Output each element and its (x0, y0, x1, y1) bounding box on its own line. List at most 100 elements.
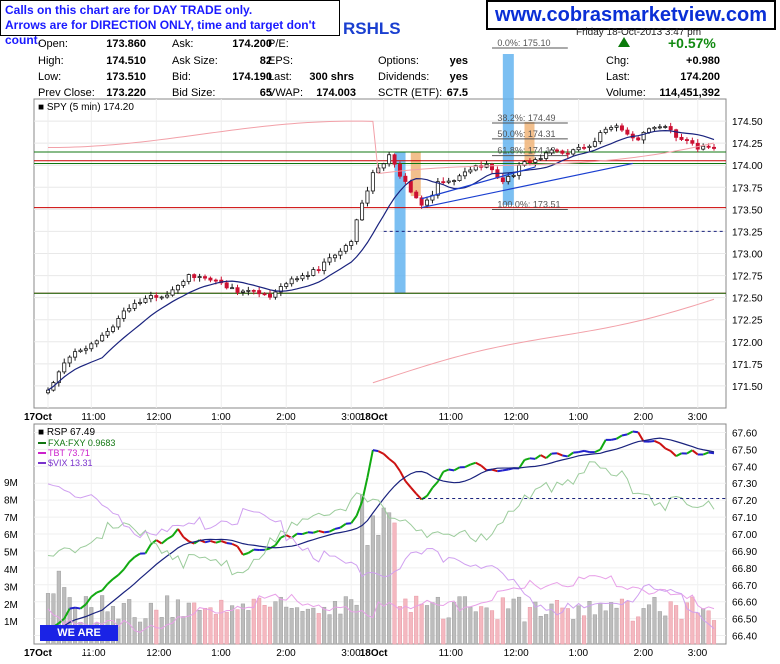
volume-bar (182, 616, 186, 644)
candle-body (501, 178, 504, 182)
volume-bar (620, 599, 624, 644)
candle-body (388, 155, 391, 164)
site-banner[interactable]: www.cobrasmarketview.com (486, 0, 776, 30)
candle-body (458, 176, 461, 181)
volume-bar (626, 601, 630, 644)
candle-body (301, 276, 304, 279)
candle-body (469, 170, 472, 172)
note-line-1: Calls on this chart are for DAY TRADE on… (5, 3, 335, 18)
last-shares-value: 300 shrs (296, 71, 354, 83)
spy-y-tick-label: 172.25 (732, 316, 763, 327)
volume-bar (355, 605, 359, 644)
candle-body (333, 255, 336, 258)
candle-body (447, 181, 450, 182)
candle-body (691, 141, 694, 144)
rsp-segment (649, 441, 654, 442)
spy-y-tick-label: 174.25 (732, 139, 763, 150)
volume-bar (322, 607, 326, 644)
candle-body (398, 164, 401, 176)
candle-body (106, 331, 109, 335)
volume-bar (295, 608, 299, 644)
candle-body (545, 153, 548, 159)
candle-body (84, 349, 87, 350)
rsp-segment (503, 469, 508, 470)
candle-body (101, 335, 104, 341)
candle-body (588, 146, 591, 147)
volume-bar (534, 602, 538, 644)
candle-body (225, 283, 228, 288)
candle-body (263, 294, 266, 295)
candle-body (615, 126, 618, 128)
volume-bar (496, 620, 500, 644)
dividends-label: Dividends: (378, 71, 429, 83)
volume-bar (306, 609, 310, 644)
volume-bar (523, 622, 527, 644)
volume-bar (501, 598, 505, 644)
candle-body (550, 150, 553, 153)
rsp-y-tick-label: 66.70 (732, 581, 757, 592)
volume-bar (360, 495, 364, 644)
candle-body (404, 176, 407, 181)
candle-body (46, 390, 49, 393)
volume-bar (263, 605, 267, 644)
volume-bar (198, 610, 202, 644)
volume-bar (577, 606, 581, 644)
volume-tick-label: 5M (4, 548, 18, 559)
volume-bar (663, 616, 667, 644)
candle-body (577, 147, 580, 149)
candle-body (425, 200, 428, 205)
rsp-segment (573, 452, 578, 453)
candle-body (230, 288, 233, 289)
rsp-y-tick-label: 67.20 (732, 496, 757, 507)
candle-body (599, 133, 602, 142)
volume-bar (691, 597, 695, 644)
candle-body (258, 291, 261, 294)
candle-body (68, 357, 71, 363)
candle-body (317, 270, 320, 271)
candle-body (371, 173, 374, 191)
volume-bar (203, 608, 207, 644)
volume-bar (604, 611, 608, 644)
volume-bar (544, 614, 548, 644)
spy-x-tick-label: 11:00 (81, 412, 106, 423)
candle-body (193, 275, 196, 278)
volume-bar (236, 610, 240, 644)
volume-bar (588, 601, 592, 644)
spy-y-tick-label: 172.00 (732, 338, 763, 349)
candle-body (203, 277, 206, 279)
chg-label: Chg: (606, 55, 629, 67)
rsp-segment (622, 434, 627, 435)
volume-bar (376, 535, 380, 644)
volume-bar (490, 611, 494, 644)
candle-body (90, 344, 93, 349)
fib-label: 50.0%: 174.31 (497, 129, 555, 139)
spy-x-tick-label: 3:00 (688, 412, 708, 423)
volume-bar (127, 599, 131, 644)
volume-bar (669, 602, 673, 644)
candle-body (360, 203, 363, 220)
candle-body (610, 127, 613, 129)
candle-body (138, 302, 141, 303)
volume-bar (441, 619, 445, 644)
candle-body (664, 126, 667, 127)
volume-bar (712, 620, 716, 644)
candle-body (63, 363, 66, 372)
volume-bar (219, 600, 223, 644)
volume-bar (474, 612, 478, 644)
rsp-segment (611, 439, 616, 440)
candle-body (133, 303, 136, 308)
candle-body (626, 130, 629, 134)
pe-label: P/E: (268, 38, 289, 50)
high-label: High: (38, 55, 64, 67)
candle-body (647, 129, 650, 133)
candle-body (160, 297, 163, 298)
candle-body (702, 146, 705, 149)
open-label: Open: (38, 38, 68, 50)
volume-tick-label: 6M (4, 530, 18, 541)
candle-body (155, 296, 158, 298)
open-value: 173.860 (100, 38, 146, 50)
rsp-segment (497, 470, 502, 471)
volume-tick-label: 1M (4, 617, 18, 628)
rsp-y-tick-label: 66.80 (732, 564, 757, 575)
volume-bar (539, 616, 543, 644)
